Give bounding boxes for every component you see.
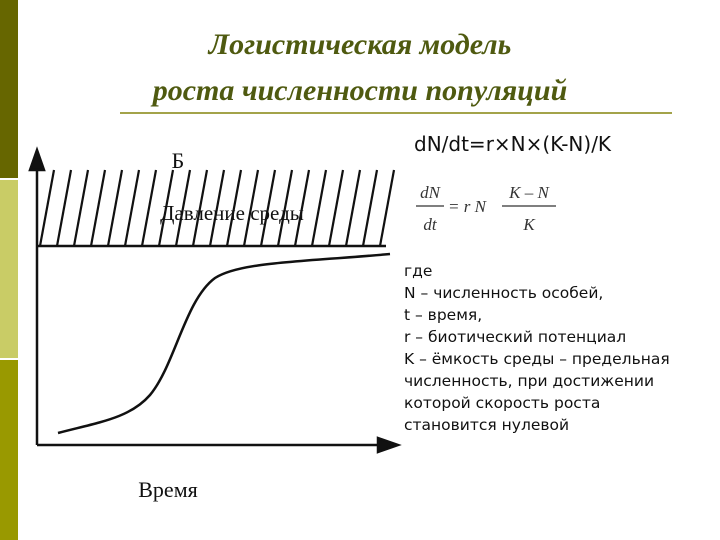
diagram-label: Б [172, 148, 185, 173]
title-rule [120, 112, 672, 114]
legend-line: N – численность особей, [404, 284, 604, 302]
formula-part: dt [423, 215, 438, 234]
formula-image: dN dt = r N K – N K [416, 183, 556, 234]
diagram-label: Время [138, 477, 197, 502]
side-bar-bottom [0, 360, 18, 540]
formula-part: = r N [448, 197, 488, 216]
legend-line: где [404, 262, 433, 280]
legend: где N – численность особей, t – время, r – … [404, 260, 670, 436]
formula-part: K [522, 215, 536, 234]
diagram [28, 146, 402, 454]
diagram-label: Давление среды [160, 201, 304, 225]
legend-line: становится нулевой [404, 416, 570, 434]
legend-line: численность, при достижении [404, 372, 655, 390]
side-bar-middle [0, 180, 18, 358]
legend-line: r – биотический потенциал [404, 328, 627, 346]
legend-line: t – время, [404, 306, 483, 324]
title-line: роста численности популяций [152, 74, 568, 107]
formula-part: dN [420, 183, 442, 202]
legend-line: K – ёмкость среды – предельная [404, 350, 670, 368]
title-line: Логистическая модель [208, 28, 512, 61]
formula-part: K – N [508, 183, 550, 202]
side-bar-top [0, 0, 18, 178]
legend-line: которой скорость роста [404, 394, 601, 412]
formula-text: dN/dt=r×N×(K-N)/K [414, 132, 612, 156]
